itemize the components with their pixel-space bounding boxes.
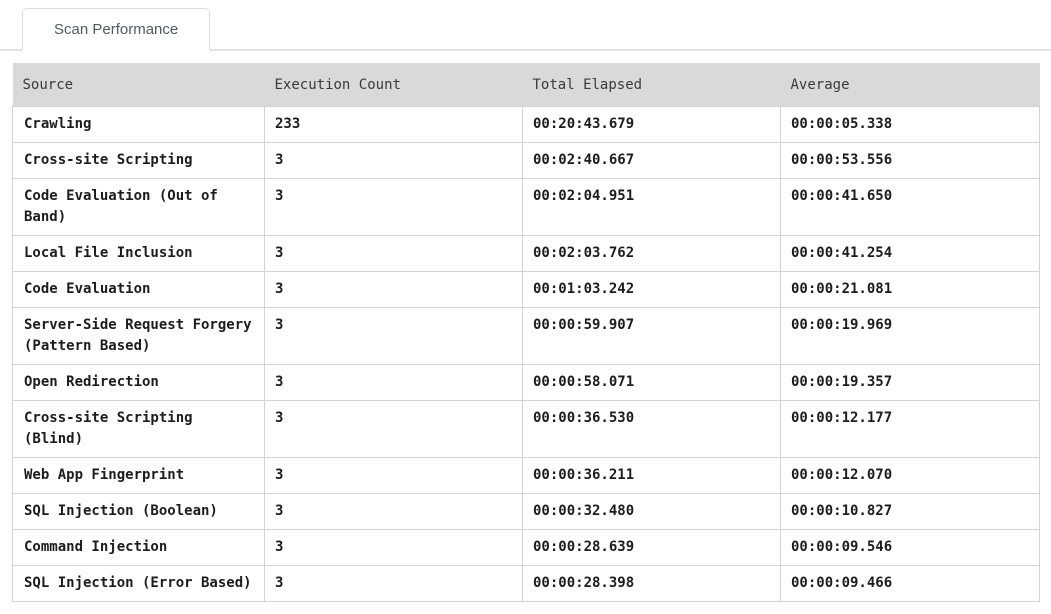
cell-total-elapsed: 00:00:28.398 [522, 565, 781, 602]
cell-execution-count: 3 [264, 307, 523, 365]
cell-total-elapsed: 00:00:36.211 [522, 457, 781, 494]
cell-execution-count: 3 [264, 529, 523, 566]
cell-source: SQL Injection (Error Based) [12, 565, 265, 602]
cell-average: 00:00:53.556 [780, 142, 1040, 179]
cell-average: 00:00:09.546 [780, 529, 1040, 566]
cell-average: 00:00:19.357 [780, 364, 1040, 401]
cell-total-elapsed: 00:02:40.667 [522, 142, 781, 179]
tab-scan-performance[interactable]: Scan Performance [22, 8, 211, 51]
cell-source: Open Redirection [12, 364, 265, 401]
table-row: Local File Inclusion 3 00:02:03.762 00:0… [12, 235, 1040, 272]
cell-average: 00:00:05.338 [780, 106, 1040, 143]
table-row: Code Evaluation (Out of Band) 3 00:02:04… [12, 178, 1040, 236]
table-row: SQL Injection (Boolean) 3 00:00:32.480 0… [12, 493, 1040, 530]
cell-execution-count: 233 [264, 106, 523, 143]
cell-source: Code Evaluation (Out of Band) [12, 178, 265, 236]
table-header-row: Source Execution Count Total Elapsed Ave… [12, 63, 1040, 107]
table-row: Web App Fingerprint 3 00:00:36.211 00:00… [12, 457, 1040, 494]
table-row: Command Injection 3 00:00:28.639 00:00:0… [12, 529, 1040, 566]
cell-total-elapsed: 00:02:03.762 [522, 235, 781, 272]
scan-performance-panel: Source Execution Count Total Elapsed Ave… [12, 63, 1040, 602]
column-header-source: Source [12, 63, 265, 107]
cell-execution-count: 3 [264, 178, 523, 236]
column-header-execution-count: Execution Count [264, 63, 523, 107]
table-row: Code Evaluation 3 00:01:03.242 00:00:21.… [12, 271, 1040, 308]
cell-source: Crawling [12, 106, 265, 143]
table-row: Cross-site Scripting 3 00:02:40.667 00:0… [12, 142, 1040, 179]
cell-source: Code Evaluation [12, 271, 265, 308]
cell-total-elapsed: 00:00:59.907 [522, 307, 781, 365]
cell-total-elapsed: 00:00:58.071 [522, 364, 781, 401]
cell-execution-count: 3 [264, 235, 523, 272]
cell-source: Cross-site Scripting (Blind) [12, 400, 265, 458]
tab-bar: Scan Performance [0, 8, 1051, 51]
scan-table-body: Crawling 233 00:20:43.679 00:00:05.338 C… [12, 106, 1040, 602]
cell-source: Server-Side Request Forgery (Pattern Bas… [12, 307, 265, 365]
table-row: Crawling 233 00:20:43.679 00:00:05.338 [12, 106, 1040, 143]
cell-execution-count: 3 [264, 142, 523, 179]
cell-total-elapsed: 00:00:28.639 [522, 529, 781, 566]
table-row: SQL Injection (Error Based) 3 00:00:28.3… [12, 565, 1040, 602]
cell-average: 00:00:41.650 [780, 178, 1040, 236]
cell-total-elapsed: 00:00:32.480 [522, 493, 781, 530]
cell-total-elapsed: 00:01:03.242 [522, 271, 781, 308]
cell-average: 00:00:12.070 [780, 457, 1040, 494]
table-row: Open Redirection 3 00:00:58.071 00:00:19… [12, 364, 1040, 401]
cell-source: Command Injection [12, 529, 265, 566]
cell-execution-count: 3 [264, 364, 523, 401]
cell-average: 00:00:41.254 [780, 235, 1040, 272]
cell-source: Local File Inclusion [12, 235, 265, 272]
cell-execution-count: 3 [264, 271, 523, 308]
cell-execution-count: 3 [264, 400, 523, 458]
cell-average: 00:00:12.177 [780, 400, 1040, 458]
table-row: Cross-site Scripting (Blind) 3 00:00:36.… [12, 400, 1040, 458]
cell-average: 00:00:10.827 [780, 493, 1040, 530]
cell-average: 00:00:19.969 [780, 307, 1040, 365]
cell-total-elapsed: 00:02:04.951 [522, 178, 781, 236]
cell-execution-count: 3 [264, 565, 523, 602]
cell-total-elapsed: 00:00:36.530 [522, 400, 781, 458]
cell-average: 00:00:21.081 [780, 271, 1040, 308]
cell-source: Web App Fingerprint [12, 457, 265, 494]
cell-execution-count: 3 [264, 457, 523, 494]
column-header-average: Average [780, 63, 1040, 107]
cell-execution-count: 3 [264, 493, 523, 530]
cell-average: 00:00:09.466 [780, 565, 1040, 602]
scan-performance-table: Source Execution Count Total Elapsed Ave… [12, 63, 1040, 602]
table-row: Server-Side Request Forgery (Pattern Bas… [12, 307, 1040, 365]
cell-source: SQL Injection (Boolean) [12, 493, 265, 530]
cell-source: Cross-site Scripting [12, 142, 265, 179]
cell-total-elapsed: 00:20:43.679 [522, 106, 781, 143]
column-header-total-elapsed: Total Elapsed [522, 63, 781, 107]
